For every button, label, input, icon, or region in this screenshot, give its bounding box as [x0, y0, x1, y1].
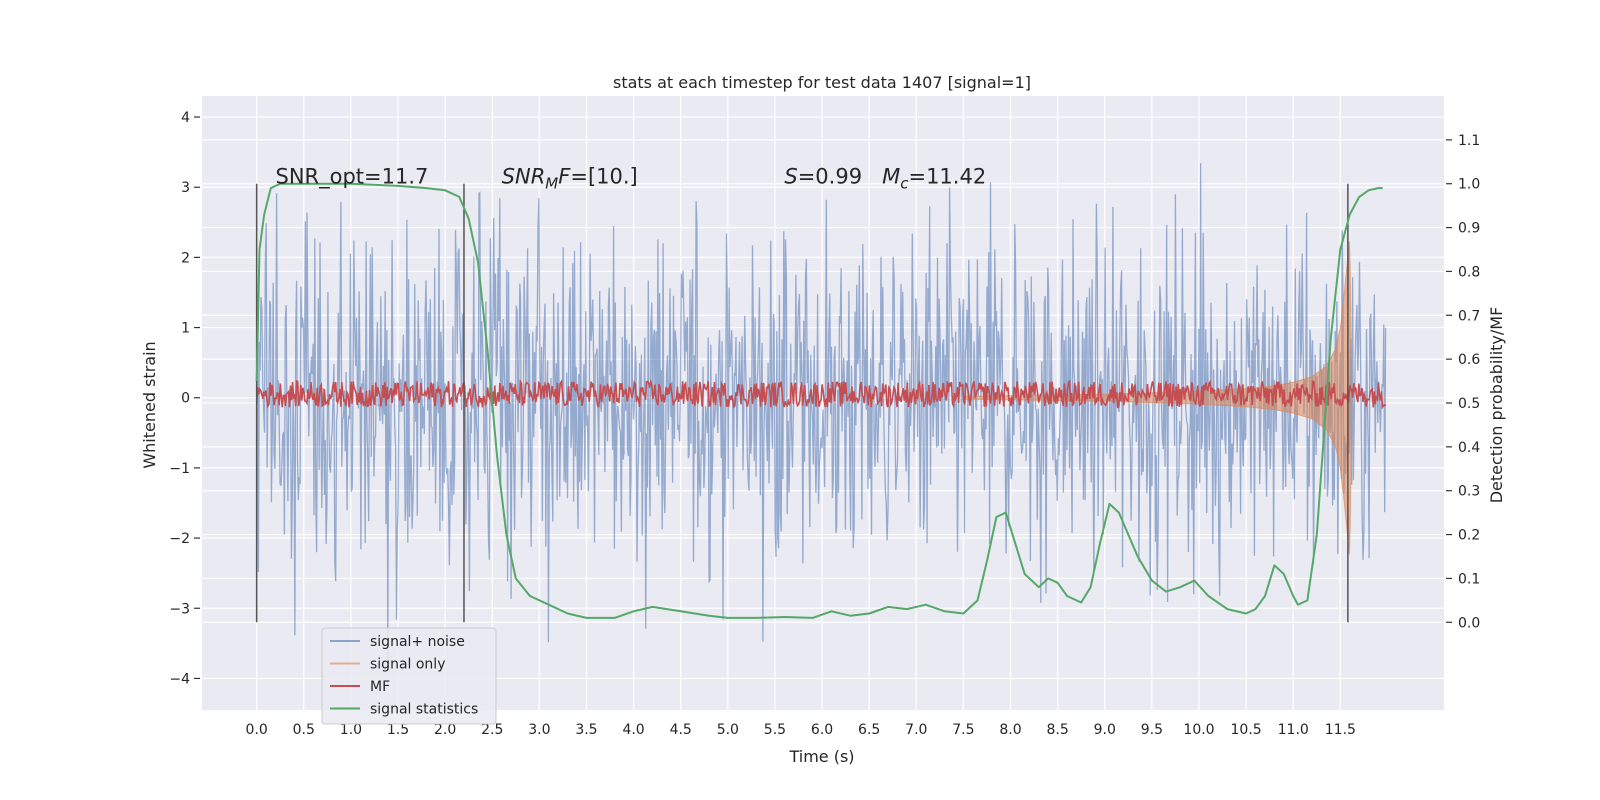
- x-tick-label-18: 9.0: [1094, 722, 1116, 738]
- x-tick-label-23: 11.5: [1325, 722, 1356, 738]
- series-signal-statistics: [255, 182, 1383, 619]
- y-right-tick-label-5: 0.5: [1458, 396, 1480, 412]
- chart-title: stats at each timestep for test data 140…: [613, 73, 1031, 92]
- x-tick-label-3: 1.5: [387, 722, 409, 738]
- x-tick-label-2: 1.0: [340, 722, 362, 738]
- y-right-tick-label-7: 0.7: [1458, 308, 1480, 324]
- y-left-tick-label-2: −2: [169, 531, 190, 547]
- y-right-tick-label-6: 0.6: [1458, 352, 1480, 368]
- y-right-tick-label-11: 1.1: [1458, 133, 1480, 149]
- y-right-tick-label-1: 0.1: [1458, 571, 1480, 587]
- x-tick-label-8: 4.0: [622, 722, 644, 738]
- x-tick-label-14: 7.0: [905, 722, 927, 738]
- annotation-snr-opt: SNR_opt=11.7: [276, 165, 429, 190]
- x-tick-label-16: 8.0: [999, 722, 1021, 738]
- x-tick-label-20: 10.0: [1183, 722, 1214, 738]
- x-tick-label-10: 5.0: [717, 722, 739, 738]
- legend: signal+ noise signal only MF signal statist…: [321, 627, 497, 725]
- y-ticks-right: 0.0 0.1 0.2 0.3 0.4 0.5 0.6 0.7 0.8 0.9 1.0 1.1: [1446, 133, 1480, 631]
- annotations: SNR_opt=11.7 SNRMF=[10.] S=0.99 Mc=11.42: [276, 165, 987, 193]
- signal-statistics-line: [255, 182, 1383, 619]
- x-tick-label-21: 10.5: [1231, 722, 1262, 738]
- y-right-tick-label-4: 0.4: [1458, 440, 1480, 456]
- legend-label-0: signal+ noise: [370, 634, 465, 650]
- annotation-snr-mf: SNRMF=[10.]: [502, 165, 638, 193]
- signal-plus-noise-line: [256, 163, 1387, 664]
- x-tick-label-1: 0.5: [293, 722, 315, 738]
- y-left-tick-label-7: 3: [181, 180, 190, 196]
- x-tick-label-12: 6.0: [811, 722, 833, 738]
- legend-label-1: signal only: [370, 657, 445, 673]
- y-right-tick-label-3: 0.3: [1458, 484, 1480, 500]
- legend-box: [321, 627, 497, 725]
- x-tick-label-11: 5.5: [764, 722, 786, 738]
- y-left-tick-label-6: 2: [181, 250, 190, 266]
- annotation-s-mc: S=0.99 Mc=11.42: [784, 165, 986, 193]
- series-mf: [255, 378, 1387, 410]
- y-right-tick-label-10: 1.0: [1458, 177, 1480, 193]
- y-left-tick-label-0: −4: [169, 671, 190, 687]
- x-tick-label-22: 11.0: [1278, 722, 1309, 738]
- x-tick-label-4: 2.0: [434, 722, 456, 738]
- legend-label-3: signal statistics: [370, 702, 478, 718]
- y-right-tick-label-8: 0.8: [1458, 264, 1480, 280]
- mf-line: [255, 378, 1387, 410]
- y-ticks-left: −4 −3 −2 −1 0 1 2 3 4: [169, 110, 200, 687]
- legend-label-2: MF: [370, 679, 390, 695]
- y-axis-label-left: Whitened strain: [140, 341, 159, 468]
- y-right-tick-label-0: 0.0: [1458, 615, 1480, 631]
- x-tick-label-6: 3.0: [528, 722, 550, 738]
- y-left-tick-label-1: −3: [169, 601, 190, 617]
- x-tick-label-19: 9.5: [1141, 722, 1163, 738]
- y-left-tick-label-8: 4: [181, 110, 190, 126]
- vertical-markers: [255, 183, 1349, 623]
- x-tick-label-15: 7.5: [952, 722, 974, 738]
- x-axis-label: Time (s): [788, 747, 854, 766]
- x-tick-label-5: 2.5: [481, 722, 503, 738]
- y-left-tick-label-5: 1: [181, 321, 190, 337]
- x-tick-label-7: 3.5: [575, 722, 597, 738]
- y-left-tick-label-3: −1: [169, 461, 190, 477]
- y-right-tick-label-2: 0.2: [1458, 528, 1480, 544]
- x-ticks: 0.0 0.5 1.0 1.5 2.0 2.5 3.0 3.5 4.0 4.5 5.0 5.5 6.0 6…: [246, 722, 1356, 738]
- x-tick-label-9: 4.5: [670, 722, 692, 738]
- series-signal-plus-noise: [256, 163, 1387, 664]
- x-tick-label-17: 8.5: [1047, 722, 1069, 738]
- x-tick-label-0: 0.0: [246, 722, 268, 738]
- x-tick-label-13: 6.5: [858, 722, 880, 738]
- y-right-tick-label-9: 0.9: [1458, 221, 1480, 237]
- y-left-tick-label-4: 0: [181, 391, 190, 407]
- y-axis-label-right: Detection probability/MF: [1487, 307, 1506, 504]
